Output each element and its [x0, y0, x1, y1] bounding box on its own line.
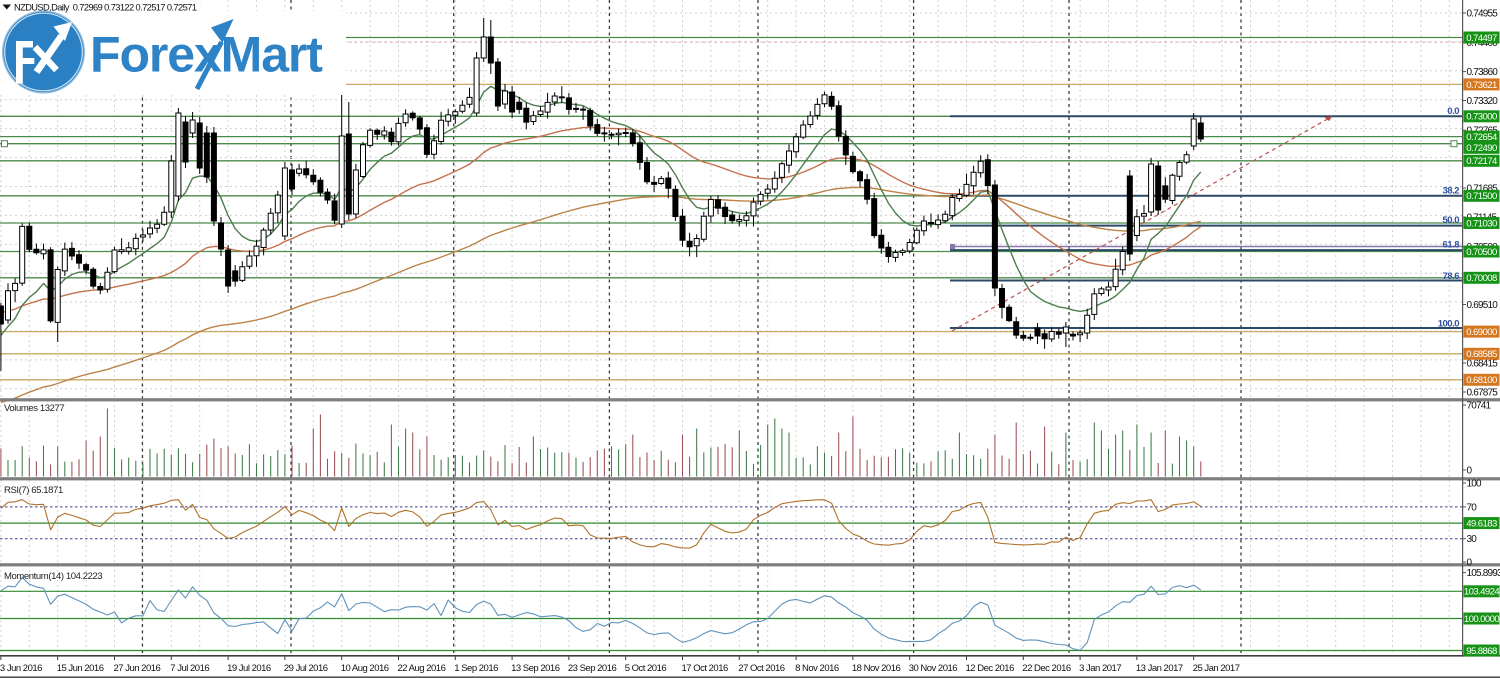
svg-text:15 Jun 2016: 15 Jun 2016	[57, 663, 104, 674]
svg-text:30 Nov 2016: 30 Nov 2016	[909, 663, 958, 674]
svg-text:12 Dec 2016: 12 Dec 2016	[966, 663, 1015, 674]
svg-text:0.67875: 0.67875	[1467, 387, 1499, 398]
svg-text:0.74400: 0.74400	[1467, 38, 1499, 49]
svg-text:29 Jul 2016: 29 Jul 2016	[284, 663, 328, 674]
svg-text:0.70500: 0.70500	[1466, 247, 1497, 258]
svg-text:0.73000: 0.73000	[1466, 112, 1497, 123]
svg-text:95.8868: 95.8868	[1466, 646, 1497, 657]
svg-text:38.2: 38.2	[1443, 186, 1460, 197]
svg-text:3 Jun 2016: 3 Jun 2016	[0, 663, 42, 674]
svg-text:100.0000: 100.0000	[1464, 614, 1499, 625]
svg-text:19 Jul 2016: 19 Jul 2016	[227, 663, 271, 674]
svg-text:13 Sep 2016: 13 Sep 2016	[511, 663, 560, 674]
svg-text:0.68100: 0.68100	[1466, 375, 1497, 386]
svg-text:Momentum(14) 104.2223: Momentum(14) 104.2223	[4, 571, 102, 582]
svg-text:0.69510: 0.69510	[1467, 300, 1499, 311]
svg-text:100: 100	[1467, 478, 1483, 489]
svg-text:0.74955: 0.74955	[1467, 8, 1499, 19]
svg-text:0: 0	[1467, 557, 1473, 568]
svg-text:0.68585: 0.68585	[1466, 349, 1497, 360]
svg-text:RSI(7) 65.1871: RSI(7) 65.1871	[4, 485, 63, 496]
svg-text:61.8: 61.8	[1443, 240, 1460, 251]
svg-text:0.0: 0.0	[1447, 106, 1459, 117]
svg-text:0.71500: 0.71500	[1466, 191, 1497, 202]
svg-text:10 Aug 2016: 10 Aug 2016	[341, 663, 389, 674]
svg-text:1 Sep 2016: 1 Sep 2016	[454, 663, 498, 674]
svg-text:0.72174: 0.72174	[1466, 156, 1498, 167]
svg-text:Volumes 13277: Volumes 13277	[4, 403, 64, 414]
svg-text:17 Oct 2016: 17 Oct 2016	[682, 663, 728, 674]
svg-text:78.6: 78.6	[1443, 271, 1460, 282]
svg-text:30: 30	[1467, 534, 1478, 545]
svg-text:0.71030: 0.71030	[1466, 218, 1497, 229]
svg-text:0.73860: 0.73860	[1467, 67, 1499, 78]
svg-text:18 Nov 2016: 18 Nov 2016	[852, 663, 901, 674]
svg-text:22 Dec 2016: 22 Dec 2016	[1022, 663, 1071, 674]
svg-text:0.70008: 0.70008	[1466, 273, 1497, 284]
svg-text:NZDUSD,Daily 0.72969 0.73122: NZDUSD,Daily 0.72969 0.73122 0.72517 0.7…	[14, 3, 197, 13]
svg-text:0.73621: 0.73621	[1466, 80, 1497, 91]
svg-text:0.72654: 0.72654	[1466, 132, 1498, 143]
svg-text:27 Oct 2016: 27 Oct 2016	[738, 663, 784, 674]
svg-text:70741: 70741	[1467, 400, 1492, 411]
svg-text:70: 70	[1467, 502, 1478, 513]
svg-text:13 Jan 2017: 13 Jan 2017	[1136, 663, 1183, 674]
svg-text:22 Aug 2016: 22 Aug 2016	[398, 663, 446, 674]
svg-text:7 Jul 2016: 7 Jul 2016	[170, 663, 209, 674]
svg-text:0.74497: 0.74497	[1466, 33, 1497, 44]
svg-text:0.73320: 0.73320	[1467, 96, 1499, 107]
svg-text:50.0: 50.0	[1443, 215, 1460, 226]
svg-text:49.6183: 49.6183	[1466, 519, 1497, 530]
svg-text:8 Nov 2016: 8 Nov 2016	[795, 663, 839, 674]
svg-text:5 Oct 2016: 5 Oct 2016	[625, 663, 667, 674]
svg-text:27 Jun 2016: 27 Jun 2016	[114, 663, 161, 674]
svg-text:0.72490: 0.72490	[1466, 143, 1497, 154]
svg-text:0: 0	[1467, 465, 1473, 476]
svg-text:0.69000: 0.69000	[1466, 327, 1497, 338]
svg-text:0.68415: 0.68415	[1467, 358, 1499, 369]
svg-text:25 Jan 2017: 25 Jan 2017	[1193, 663, 1240, 674]
svg-text:0.71685: 0.71685	[1467, 183, 1499, 194]
svg-text:23 Sep 2016: 23 Sep 2016	[568, 663, 617, 674]
svg-text:3 Jan 2017: 3 Jan 2017	[1079, 663, 1121, 674]
svg-text:103.4924: 103.4924	[1464, 587, 1500, 598]
svg-text:100.0: 100.0	[1438, 319, 1459, 330]
svg-text:105.8993: 105.8993	[1467, 568, 1500, 579]
